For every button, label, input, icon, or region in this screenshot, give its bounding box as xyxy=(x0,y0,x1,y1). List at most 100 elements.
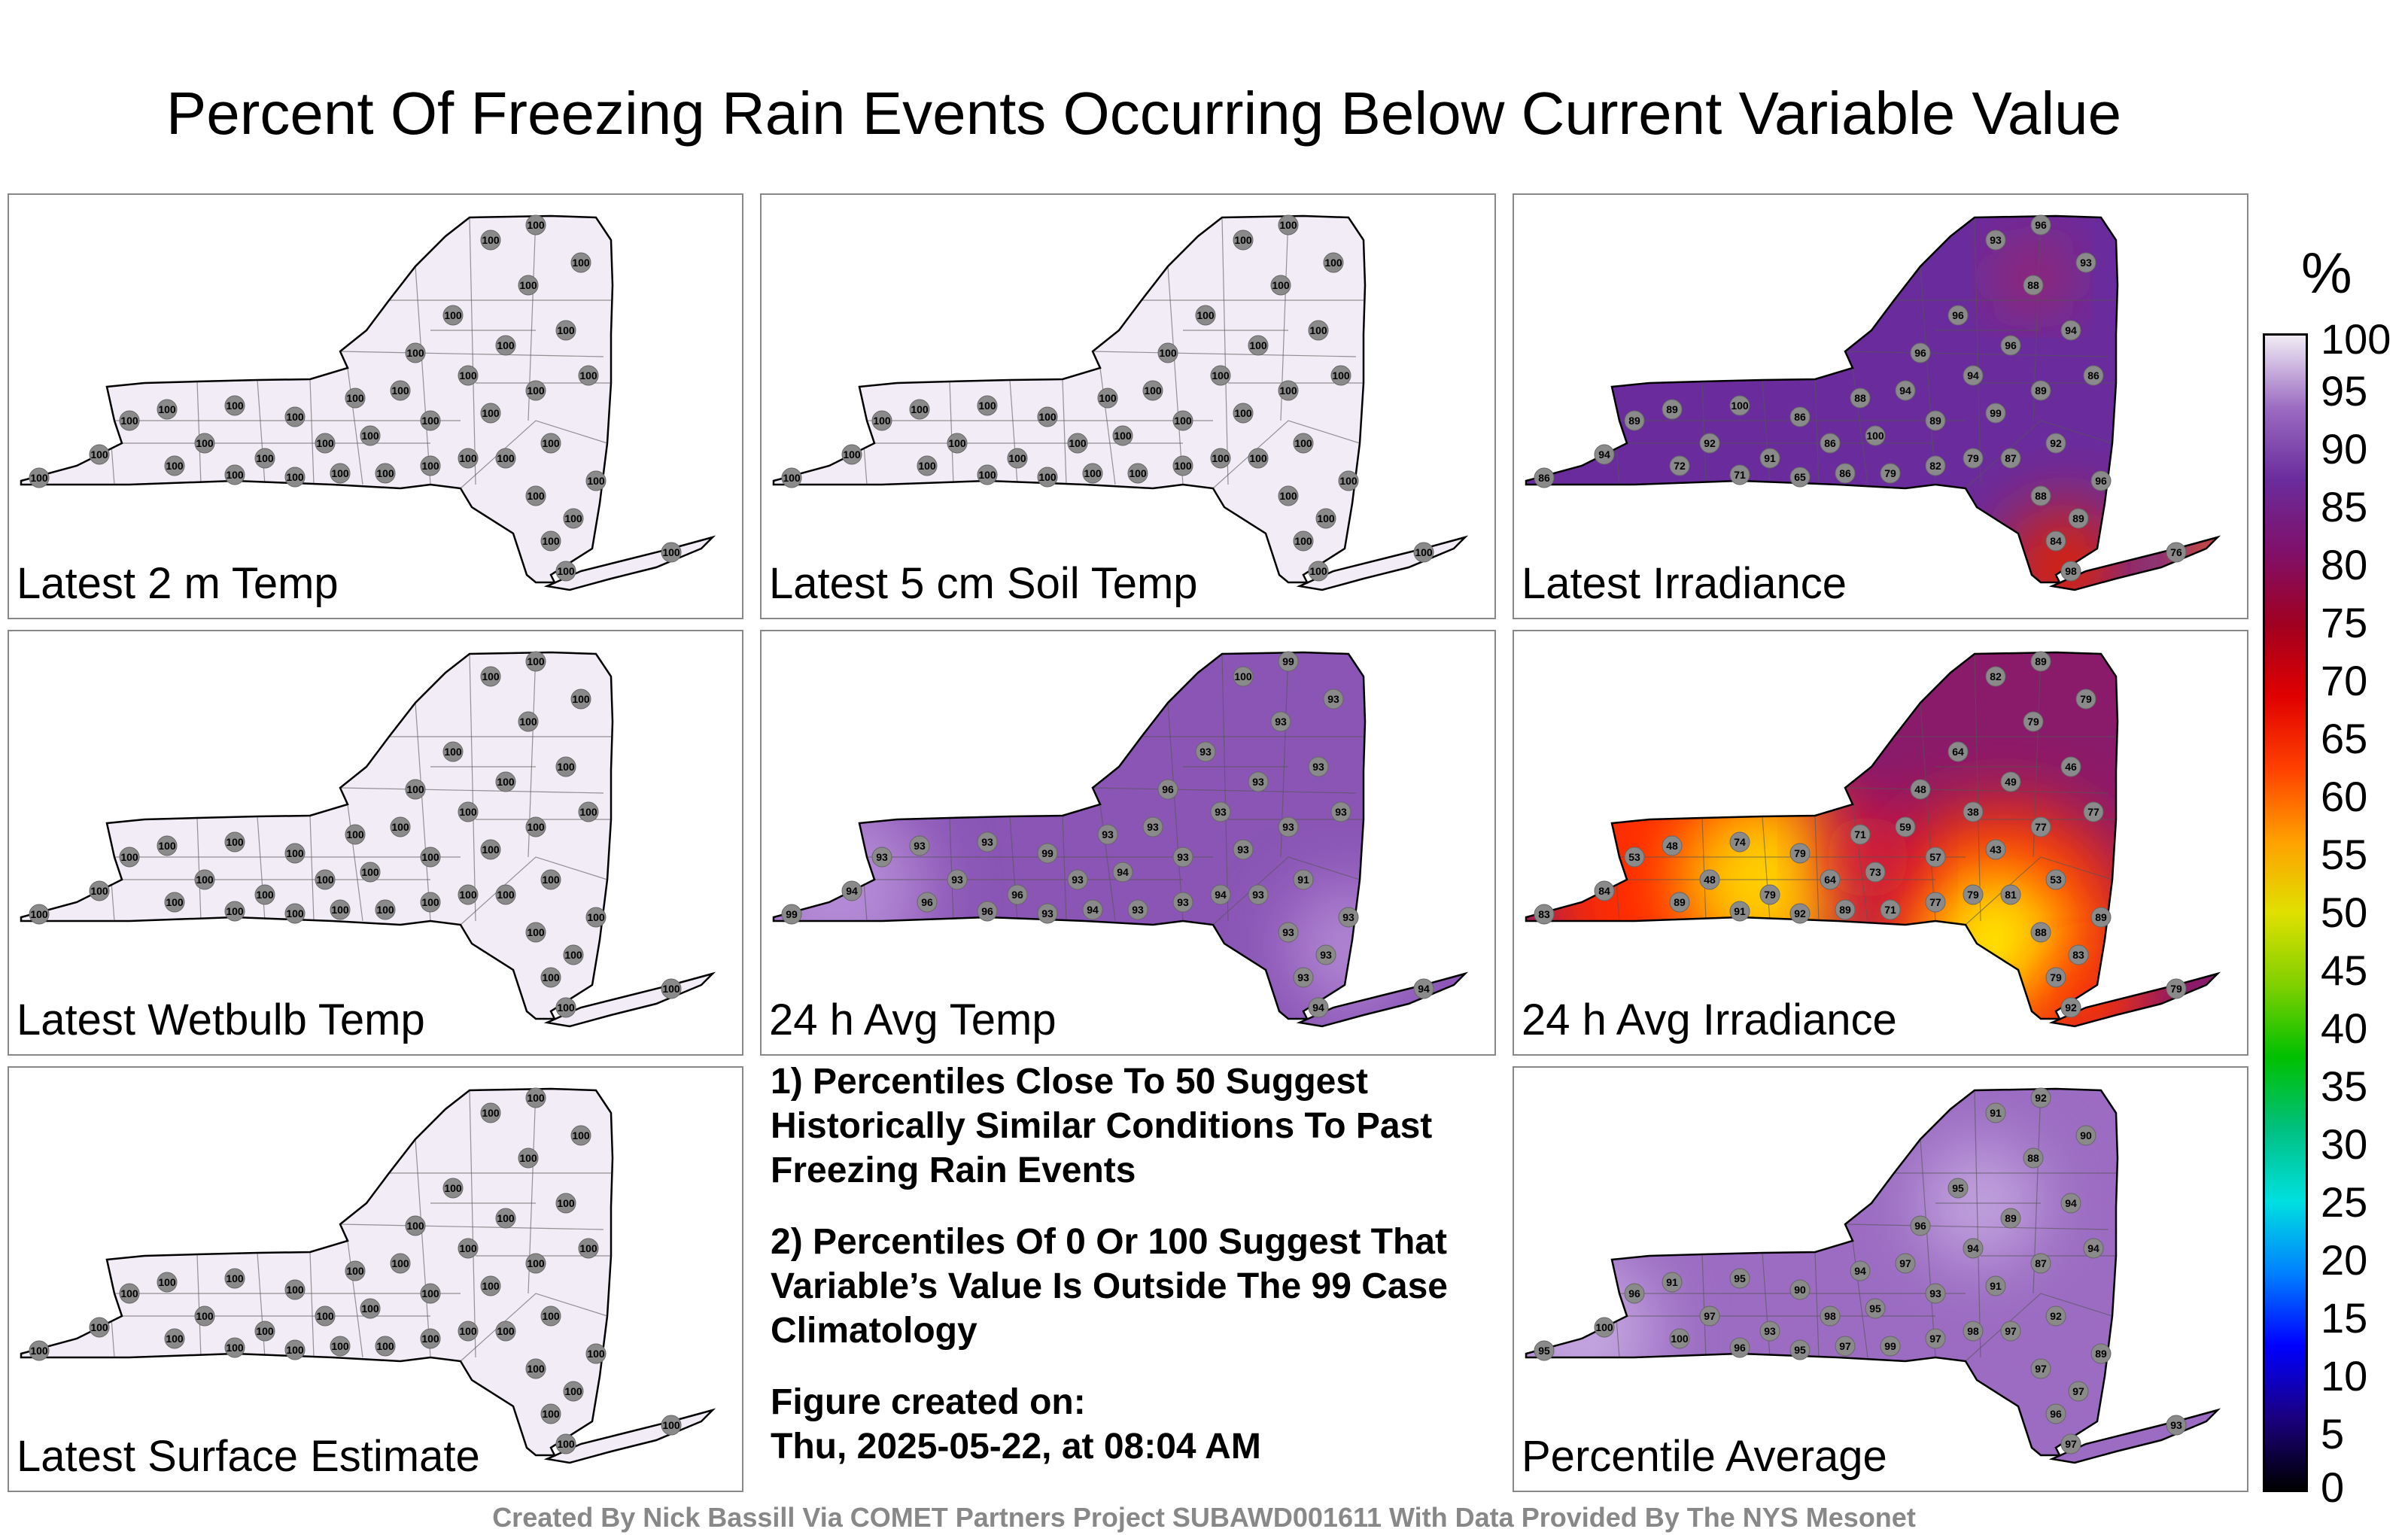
station-value: 100 xyxy=(572,1129,590,1141)
station-value: 71 xyxy=(1734,469,1746,481)
station-marker: 100 xyxy=(1278,485,1299,506)
ny-state-map: 95 100 96 91 97 95 93 90 98 94 95 97 96 93 95 94 91 89 88 8… xyxy=(1525,1087,2221,1464)
station-marker: 94 xyxy=(1963,1238,1984,1259)
station-value: 93 xyxy=(1102,828,1114,840)
station-marker: 100 xyxy=(1082,463,1103,484)
station-value: 93 xyxy=(1282,821,1294,833)
station-value: 100 xyxy=(542,1408,560,1420)
station-marker: 88 xyxy=(2030,485,2051,506)
station-marker: 98 xyxy=(1820,1306,1841,1327)
station-marker: 100 xyxy=(518,275,539,296)
station-value: 100 xyxy=(1671,1333,1689,1345)
station-marker: 79 xyxy=(1963,448,1984,469)
county-border xyxy=(1852,367,1868,485)
state-outline xyxy=(772,651,1367,1020)
created-timestamp: Thu, 2025-05-22, at 08:04 AM xyxy=(771,1427,1261,1467)
station-marker: 93 xyxy=(1278,922,1299,943)
station-value: 100 xyxy=(1038,471,1057,483)
station-value: 100 xyxy=(1212,452,1230,464)
station-value: 73 xyxy=(1869,866,1881,878)
station-value: 76 xyxy=(2170,546,2182,558)
station-marker: 100 xyxy=(585,1343,607,1364)
station-marker: 100 xyxy=(345,388,366,409)
station-marker: 100 xyxy=(495,335,516,356)
station-marker: 96 xyxy=(1157,779,1178,800)
credit-line: Created By Nick Bassill Via COMET Partne… xyxy=(492,1502,1916,1533)
station-marker: 77 xyxy=(2083,801,2104,822)
station-value: 100 xyxy=(1294,437,1312,449)
station-value: 93 xyxy=(1177,851,1189,863)
station-marker: 100 xyxy=(330,463,351,484)
station-value: 88 xyxy=(2027,279,2039,291)
station-marker: 94 xyxy=(1308,997,1329,1018)
station-value: 100 xyxy=(557,324,575,336)
station-value: 100 xyxy=(1069,437,1087,449)
station-value: 89 xyxy=(2095,1348,2107,1360)
county-border xyxy=(1814,1251,1820,1358)
station-value: 100 xyxy=(1196,309,1215,321)
station-marker: 96 xyxy=(1910,342,1931,363)
station-value: 84 xyxy=(1598,885,1610,897)
station-value: 98 xyxy=(1967,1325,1979,1337)
station-marker: 100 xyxy=(555,997,576,1018)
station-marker: 100 xyxy=(1172,410,1193,431)
county-border xyxy=(347,367,363,485)
station-marker: 83 xyxy=(1534,904,1555,925)
station-marker: 100 xyxy=(1338,470,1359,491)
station-value: 100 xyxy=(542,535,560,547)
station-value: 99 xyxy=(1282,655,1294,667)
station-marker: 100 xyxy=(495,448,516,469)
colorbar-tick-label: 50 xyxy=(2321,889,2368,936)
station-value: 87 xyxy=(2005,452,2017,464)
colorbar-tick-label: 90 xyxy=(2321,425,2368,473)
station-marker: 100 xyxy=(578,801,599,822)
station-value: 100 xyxy=(444,1182,462,1194)
station-value: 97 xyxy=(2035,1363,2047,1375)
station-value: 59 xyxy=(1899,821,1911,833)
station-marker: 100 xyxy=(420,1283,441,1304)
station-marker: 74 xyxy=(1729,831,1750,853)
station-value: 96 xyxy=(2005,339,2017,351)
station-value: 82 xyxy=(1990,670,2002,682)
station-value: 100 xyxy=(527,655,545,667)
station-value: 97 xyxy=(2065,1438,2077,1450)
station-marker: 100 xyxy=(555,561,576,582)
station-value: 100 xyxy=(166,460,184,472)
ny-state-map: 100 100 100 100 100 100 100 100 100 100 100 100 100 1… xyxy=(772,214,1469,591)
station-marker: 100 xyxy=(390,1253,411,1274)
station-marker: 100 xyxy=(585,907,607,928)
station-value: 79 xyxy=(2050,971,2062,983)
station-value: 89 xyxy=(2005,1212,2017,1224)
county-border xyxy=(1965,1293,2113,1362)
station-value: 81 xyxy=(2005,889,2017,901)
station-value: 89 xyxy=(1666,403,1678,415)
station-marker: 100 xyxy=(1097,388,1118,409)
note-percentile-extremes: 2) Percentiles Of 0 Or 100 Suggest That … xyxy=(771,1222,1448,1351)
station-marker: 99 xyxy=(781,904,802,925)
station-marker: 100 xyxy=(570,1125,591,1146)
station-value: 87 xyxy=(2035,1257,2047,1269)
station-value: 86 xyxy=(1538,472,1550,484)
station-marker: 95 xyxy=(1947,1178,1969,1199)
station-value: 93 xyxy=(876,851,888,863)
county-border xyxy=(339,351,604,357)
station-value: 90 xyxy=(2080,1129,2092,1141)
station-value: 79 xyxy=(2027,716,2039,728)
station-value: 100 xyxy=(519,279,537,291)
county-border xyxy=(1062,378,1067,485)
station-marker: 100 xyxy=(540,1306,561,1327)
station-marker: 96 xyxy=(977,901,998,922)
station-marker: 71 xyxy=(1850,824,1871,845)
station-marker: 100 xyxy=(563,508,584,529)
station-marker: 100 xyxy=(390,380,411,401)
station-marker: 100 xyxy=(480,1275,501,1296)
station-marker: 89 xyxy=(2000,1208,2021,1229)
county-border xyxy=(1852,804,1868,922)
station-value: 94 xyxy=(1087,904,1099,916)
station-marker: 89 xyxy=(2090,907,2112,928)
station-value: 100 xyxy=(1084,467,1102,479)
station-value: 100 xyxy=(391,821,409,833)
station-marker: 100 xyxy=(917,455,938,476)
station-value: 100 xyxy=(331,1340,349,1352)
station-value: 77 xyxy=(2087,806,2099,818)
